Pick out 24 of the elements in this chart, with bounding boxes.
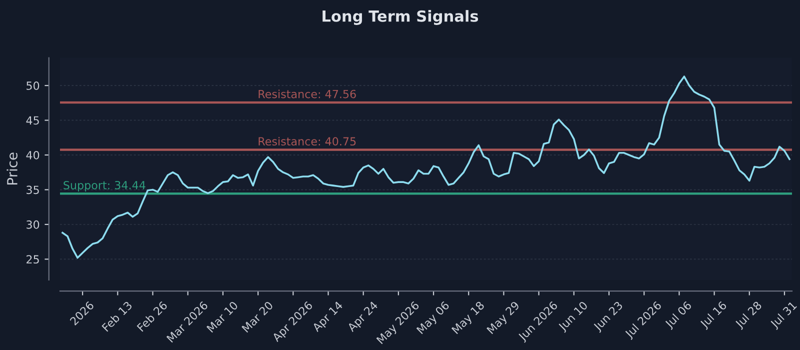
x-tick-label: Mar 10: [206, 300, 238, 333]
x-tick-label: Jun 23: [592, 300, 624, 333]
x-tick-label: Jul 06: [664, 300, 694, 330]
y-tick-label: 40: [26, 150, 40, 160]
y-tick-label: 25: [26, 255, 39, 264]
x-tick-label: Jul 28: [734, 300, 764, 330]
x-tick-label: Jul 16: [699, 300, 729, 330]
y-tick-label: 45: [26, 116, 39, 125]
y-tick-label: 50: [26, 82, 40, 90]
x-tick-label: Feb 26: [136, 300, 168, 332]
x-tick-label: Feb 13: [101, 300, 133, 332]
line-series: [62, 76, 790, 259]
x-tick-label: Jun 10: [557, 300, 590, 333]
y-tick-label: 35: [26, 186, 39, 194]
y-axis-title: Price: [6, 152, 18, 184]
ref-line-label: Resistance: 47.56: [258, 90, 356, 98]
x-tick-label: Apr 14: [312, 300, 345, 334]
x-tick-label: Apr 24: [346, 300, 380, 334]
chart-title: Long Term Signals: [322, 10, 478, 25]
x-tick-label: Jul 31: [769, 300, 798, 330]
y-tick-label: 30: [26, 220, 40, 229]
ref-line-label: Support: 34.44: [64, 180, 146, 192]
x-tick-label: Mar 20: [241, 300, 274, 333]
ref-line-label: Resistance: 40.75: [258, 136, 356, 146]
